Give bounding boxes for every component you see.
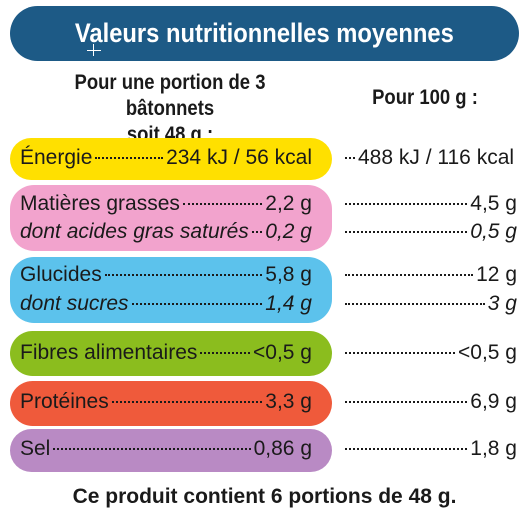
proteines-portion-row: Protéines 3,3 g (20, 390, 312, 414)
proteines-per100-value: 6,9 g (470, 390, 517, 413)
per100-header: Pour 100 g : (372, 86, 478, 109)
proteines-pill (10, 381, 332, 426)
matieres-grasses-per100-value: 4,5 g (470, 192, 517, 215)
sel-per100-row: 1,8 g (345, 437, 517, 461)
acides-gras-satures-portion-row: dont acides gras saturés 0,2 g (20, 220, 312, 244)
matieres-grasses-label: Matières grasses (20, 192, 180, 215)
fibres-portion-row: Fibres alimentaires <0,5 g (20, 341, 312, 365)
leader-dots (104, 274, 263, 276)
glucides-per100-value: 12 g (476, 263, 517, 286)
proteines-portion-value: 3,3 g (265, 390, 312, 413)
glucides-portion-row: Glucides 5,8 g (20, 263, 312, 287)
energie-portion-value: 234 kJ / 56 kcal (166, 146, 312, 169)
glucides-label: Glucides (20, 263, 102, 286)
sucres-portion-row: dont sucres 1,4 g (20, 292, 312, 316)
portion-header: Pour une portion de 3 bâtonnets soit 48 … (29, 70, 311, 148)
leader-dots (131, 303, 263, 305)
glucides-pill (10, 257, 332, 323)
page-title: Valeurs nutritionnelles moyennes (75, 18, 454, 48)
sucres-portion-value: 1,4 g (265, 292, 312, 315)
matieres-grasses-pill (10, 185, 332, 251)
fibres-per100-row: <0,5 g (345, 341, 517, 365)
fibres-label: Fibres alimentaires (20, 341, 198, 364)
fibres-portion-value: <0,5 g (253, 341, 312, 364)
proteines-per100-row: 6,9 g (345, 390, 517, 414)
acides-gras-satures-label: dont acides gras saturés (20, 220, 249, 243)
matieres-grasses-portion-value: 2,2 g (265, 192, 312, 215)
leader-dots (111, 401, 263, 403)
matieres-grasses-portion-row: Matières grasses 2,2 g (20, 192, 312, 216)
leader-dots (345, 274, 474, 276)
leader-dots (182, 203, 263, 205)
leader-dots (345, 231, 468, 233)
acides-gras-satures-per100-value: 0,5 g (470, 220, 517, 243)
sel-portion-value: 0,86 g (253, 437, 312, 460)
leader-dots (251, 231, 263, 233)
portions-footer: Ce produit contient 6 portions de 48 g. (72, 485, 457, 508)
proteines-label: Protéines (20, 390, 109, 413)
title-banner: Valeurs nutritionnelles moyennes (10, 6, 519, 61)
energie-portion-row: Énergie 234 kJ / 56 kcal (20, 146, 312, 170)
leader-dots (345, 401, 468, 403)
energie-per100-value: 488 kJ / 116 kcal (358, 146, 515, 169)
leader-dots (345, 448, 468, 450)
leader-dots (345, 352, 456, 354)
fibres-pill (10, 331, 332, 376)
sel-portion-row: Sel 0,86 g (20, 437, 312, 461)
leader-dots (200, 352, 251, 354)
energie-label: Énergie (20, 146, 93, 169)
sucres-per100-value: 3 g (487, 292, 517, 315)
leader-dots (345, 157, 355, 159)
energie-per100-row: 488 kJ / 116 kcal (345, 146, 517, 170)
glucides-per100-row: 12 g (345, 263, 517, 287)
sel-pill (10, 429, 332, 472)
matieres-grasses-per100-row: 4,5 g (345, 192, 517, 216)
sel-per100-value: 1,8 g (470, 437, 517, 460)
sucres-label: dont sucres (20, 292, 129, 315)
acides-gras-satures-per100-row: 0,5 g (345, 220, 517, 244)
portion-header-line1: Pour une portion de 3 bâtonnets (74, 71, 266, 120)
fibres-per100-value: <0,5 g (458, 341, 517, 364)
leader-dots (95, 157, 164, 159)
energie-pill (10, 138, 332, 180)
leader-dots (53, 448, 251, 450)
sel-label: Sel (20, 437, 51, 460)
glucides-portion-value: 5,8 g (265, 263, 312, 286)
leader-dots (345, 303, 485, 305)
acides-gras-satures-portion-value: 0,2 g (265, 220, 312, 243)
leader-dots (345, 203, 468, 205)
crosshair-cursor-icon (87, 44, 101, 56)
sucres-per100-row: 3 g (345, 292, 517, 316)
